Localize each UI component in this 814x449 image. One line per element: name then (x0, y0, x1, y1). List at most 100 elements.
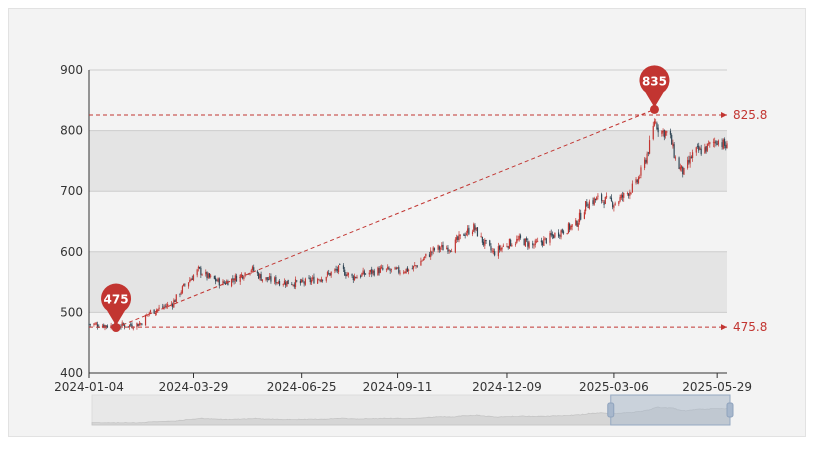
candle-body (635, 178, 637, 184)
trend-markline (115, 108, 655, 329)
candle-body (103, 324, 105, 328)
candle-body (491, 250, 493, 252)
candle-body (175, 294, 177, 302)
candle-body (602, 200, 604, 202)
candle-body (430, 250, 432, 257)
candle-body (94, 323, 96, 325)
candle-body (240, 274, 243, 276)
data-zoom-slider[interactable] (91, 394, 734, 426)
candle-body (269, 275, 271, 280)
candle-body (302, 280, 304, 282)
candle-body (224, 283, 227, 285)
candle-body (652, 125, 654, 140)
candle-body (187, 282, 190, 287)
data-zoom-window[interactable] (610, 394, 731, 426)
candle-body (438, 246, 440, 250)
candle-body (559, 235, 561, 237)
candle-body (583, 212, 586, 219)
candle-body (636, 180, 638, 182)
candle-body (199, 266, 201, 269)
candle-body (542, 241, 544, 246)
candle-body (596, 197, 598, 201)
candle-body (704, 147, 706, 154)
candle-body (104, 325, 106, 328)
candle-body (497, 246, 499, 257)
candle-body (93, 323, 95, 325)
candle-body (309, 278, 311, 283)
candle-body (648, 140, 651, 154)
candle-body (534, 240, 536, 246)
candle-body (532, 243, 534, 246)
candle-body (196, 269, 198, 276)
candle-body (132, 328, 134, 329)
candle-body (339, 264, 341, 265)
candle-body (165, 306, 168, 308)
candle-body (705, 146, 707, 152)
candle-body (371, 268, 373, 274)
candle-body (249, 272, 251, 275)
candle-body (523, 238, 525, 246)
candle-body (285, 282, 287, 286)
candle-body (431, 251, 433, 253)
candle-body (369, 269, 372, 273)
candle-body (510, 239, 512, 247)
candle-body (216, 280, 218, 282)
candle-body (299, 280, 302, 284)
candle-body (138, 323, 141, 326)
candle-body (439, 248, 442, 250)
candle-body (518, 236, 520, 240)
data-zoom-handle-start[interactable] (607, 402, 615, 418)
candle-body (157, 309, 159, 311)
candle-body (725, 144, 727, 149)
candle-body (395, 268, 397, 270)
candle-body (612, 202, 614, 208)
candle-body (261, 279, 263, 282)
candle-body (232, 278, 234, 280)
candle-body (653, 121, 656, 126)
candle-body (508, 238, 511, 249)
candle-body (480, 236, 482, 238)
candle-body (382, 267, 384, 270)
candle-body (640, 167, 642, 176)
candle-body (267, 279, 270, 281)
candle-body (398, 267, 400, 273)
candle-body (664, 131, 667, 136)
candle-body (484, 239, 486, 246)
candle-body (286, 281, 288, 287)
y-tick-label: 900 (60, 63, 83, 77)
candle-body (88, 323, 90, 325)
candle-body (171, 304, 174, 307)
candle-body (191, 278, 193, 280)
candle-body (699, 147, 701, 150)
candle-body (481, 236, 483, 243)
candle-body (170, 303, 172, 305)
candle-body (645, 159, 647, 163)
candle-body (474, 225, 476, 231)
candle-body (158, 307, 160, 310)
candle-body (425, 253, 427, 257)
candle-body (148, 312, 150, 314)
candle-body (483, 241, 485, 245)
data-zoom-handle-end[interactable] (726, 402, 734, 418)
candle-body (458, 234, 460, 241)
candle-body (256, 271, 259, 274)
candle-body (464, 235, 466, 236)
candle-body (566, 233, 568, 235)
candle-body (580, 212, 582, 220)
candle-body (411, 268, 413, 270)
candle-body (101, 325, 104, 328)
candle-body (661, 130, 663, 134)
candle-body (666, 131, 668, 133)
candle-body (184, 284, 186, 286)
candle-body (540, 240, 542, 243)
candle-body (291, 283, 293, 285)
candle-body (106, 325, 109, 328)
candle-body (716, 143, 718, 146)
split-areas (89, 70, 727, 373)
candle-body (364, 273, 367, 275)
candle-body (644, 159, 646, 169)
markpoint-dot (111, 323, 121, 333)
candle-body (690, 157, 692, 159)
candle-body (421, 260, 423, 262)
